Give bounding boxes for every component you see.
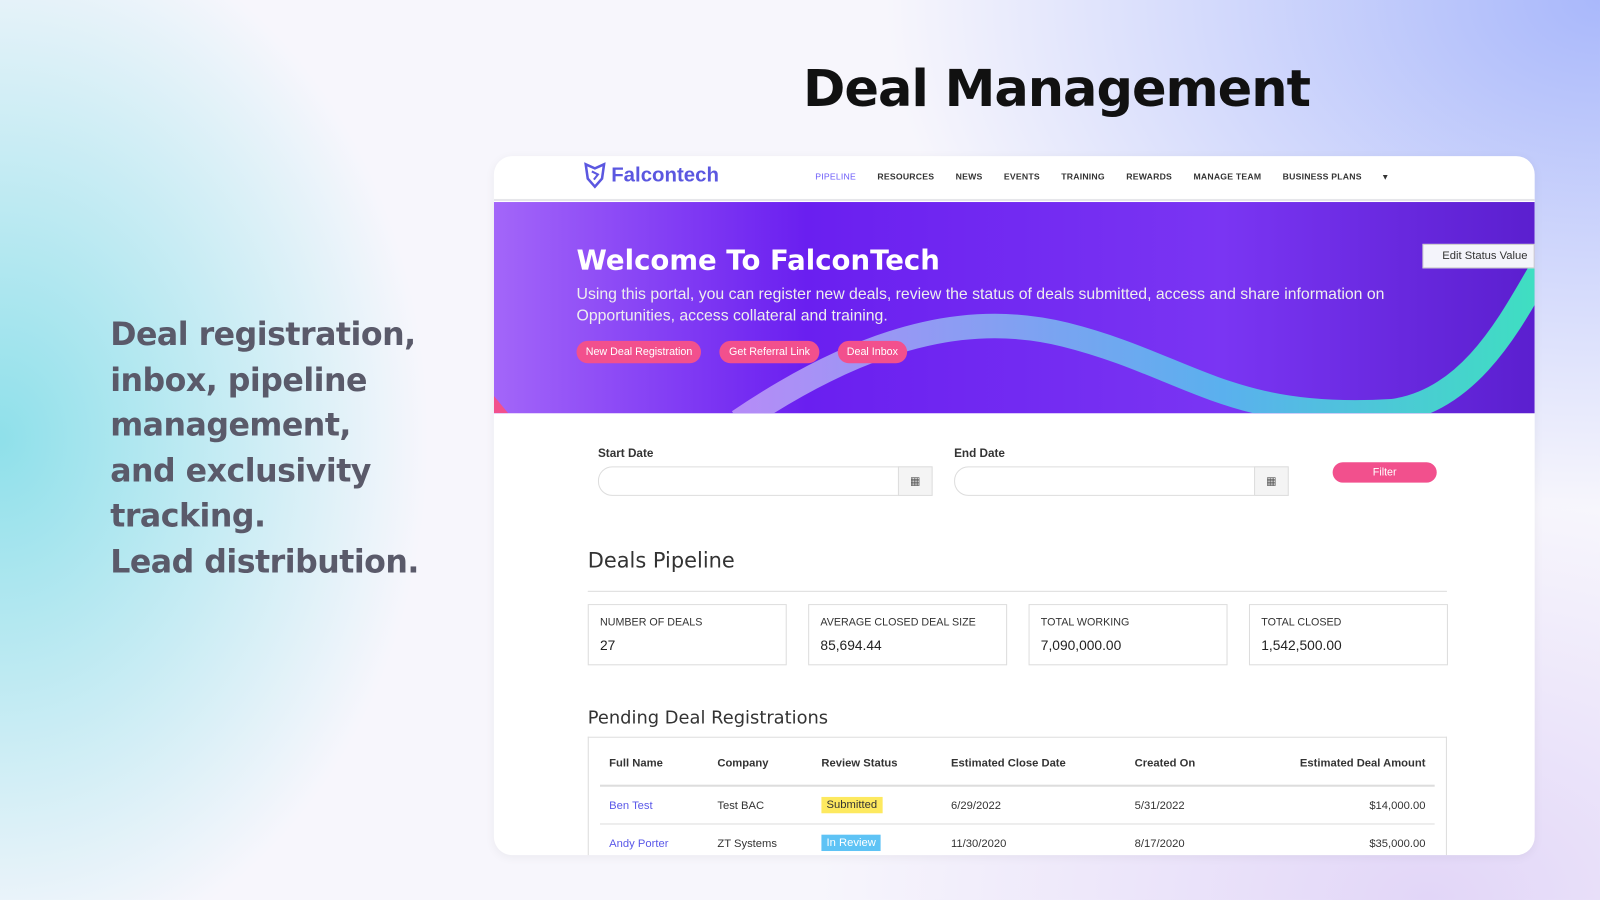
col-header[interactable]: Full Name	[609, 757, 663, 770]
company: ZT Systems	[717, 837, 778, 850]
app-window: Falcontech PIPELINE RESOURCES NEWS EVENT…	[493, 156, 1535, 856]
main-menu: PIPELINE RESOURCES NEWS EVENTS TRAINING …	[815, 171, 1387, 182]
nav-pipeline[interactable]: PIPELINE	[815, 171, 856, 182]
nav-resources[interactable]: RESOURCES	[877, 171, 935, 182]
stat-value: 27	[599, 637, 616, 654]
nav-business-plans[interactable]: BUSINESS PLANS	[1282, 171, 1362, 182]
col-header[interactable]: Estimated Close Date	[951, 757, 1066, 770]
nav-rewards[interactable]: REWARDS	[1126, 171, 1173, 182]
logo[interactable]: Falcontech	[584, 162, 719, 189]
amount: $14,000.00	[1369, 799, 1426, 813]
table-row: Andy Porter ZT Systems In Review 11/30/2…	[600, 824, 1435, 855]
created-on: 8/17/2020	[1134, 837, 1185, 850]
wave-decoration	[493, 256, 1535, 414]
created-on: 5/31/2022	[1134, 799, 1185, 813]
page-headline: Deal Management	[803, 59, 1311, 119]
deals-pipeline-title: Deals Pipeline	[587, 547, 735, 573]
hero-title: Welcome To FalconTech	[576, 244, 940, 277]
tagline: Deal registration, inbox, pipeline manag…	[110, 316, 419, 581]
deal-name-link[interactable]: Ben Test	[609, 799, 653, 813]
nav-training[interactable]: TRAINING	[1061, 171, 1105, 182]
stat-card: NUMBER OF DEALS 27	[587, 604, 787, 666]
new-deal-registration-button[interactable]: New Deal Registration	[576, 340, 702, 364]
stat-card: AVERAGE CLOSED DEAL SIZE 85,694.44	[808, 604, 1008, 666]
nav-news[interactable]: NEWS	[955, 171, 983, 182]
company: Test BAC	[717, 799, 765, 813]
col-header[interactable]: Created On	[1134, 757, 1196, 770]
nav-events[interactable]: EVENTS	[1003, 171, 1040, 182]
table-row: Ben Test Test BAC Submitted 6/29/2022 5/…	[599, 787, 1435, 825]
stat-label: TOTAL WORKING	[1040, 616, 1130, 629]
logo-text: Falcontech	[611, 163, 719, 187]
stat-label: NUMBER OF DEALS	[599, 616, 703, 629]
stat-value: 7,090,000.00	[1040, 637, 1122, 654]
close-date: 6/29/2022	[951, 799, 1001, 813]
col-header[interactable]: Company	[717, 757, 769, 770]
end-date-input[interactable]	[954, 466, 1256, 496]
edit-status-value-button[interactable]: Edit Status Value	[1422, 243, 1535, 269]
stat-card: TOTAL WORKING 7,090,000.00	[1028, 604, 1228, 666]
start-date-label: Start Date	[597, 447, 654, 461]
amount: $35,000.00	[1369, 837, 1426, 850]
col-header[interactable]: Review Status	[821, 757, 898, 770]
filter-button[interactable]: Filter	[1332, 462, 1437, 483]
close-date: 11/30/2020	[951, 837, 1007, 850]
get-referral-link-button[interactable]: Get Referral Link	[719, 340, 820, 364]
calendar-icon[interactable]: ▦	[1254, 466, 1289, 496]
col-header[interactable]: Estimated Deal Amount	[1299, 757, 1426, 770]
stat-card: TOTAL CLOSED 1,542,500.00	[1248, 604, 1448, 666]
top-nav: Falcontech PIPELINE RESOURCES NEWS EVENT…	[493, 156, 1535, 202]
falcon-shield-icon	[584, 162, 606, 189]
end-date-label: End Date	[954, 447, 1005, 461]
deal-name-link[interactable]: Andy Porter	[609, 837, 669, 850]
pending-table: Full Name Company Review Status Estimate…	[587, 736, 1447, 856]
start-date-input[interactable]	[597, 466, 899, 496]
calendar-icon[interactable]: ▦	[897, 466, 933, 496]
status-badge: In Review	[821, 834, 881, 852]
nav-manage-team[interactable]: MANAGE TEAM	[1193, 171, 1262, 182]
table-header: Full Name Company Review Status Estimate…	[599, 738, 1435, 787]
divider	[587, 590, 1447, 592]
hero-banner: Welcome To FalconTech Using this portal,…	[493, 202, 1535, 414]
deal-inbox-button[interactable]: Deal Inbox	[837, 340, 908, 364]
stat-value: 85,694.44	[820, 637, 882, 654]
pending-registrations-title: Pending Deal Registrations	[587, 708, 829, 729]
stat-label: AVERAGE CLOSED DEAL SIZE	[820, 616, 976, 629]
hero-text: Using this portal, you can register new …	[576, 285, 1385, 325]
stat-label: TOTAL CLOSED	[1261, 616, 1342, 629]
nav-more-caret-icon[interactable]: ▾	[1383, 171, 1388, 182]
status-badge: Submitted	[821, 796, 883, 814]
stat-value: 1,542,500.00	[1261, 637, 1342, 654]
